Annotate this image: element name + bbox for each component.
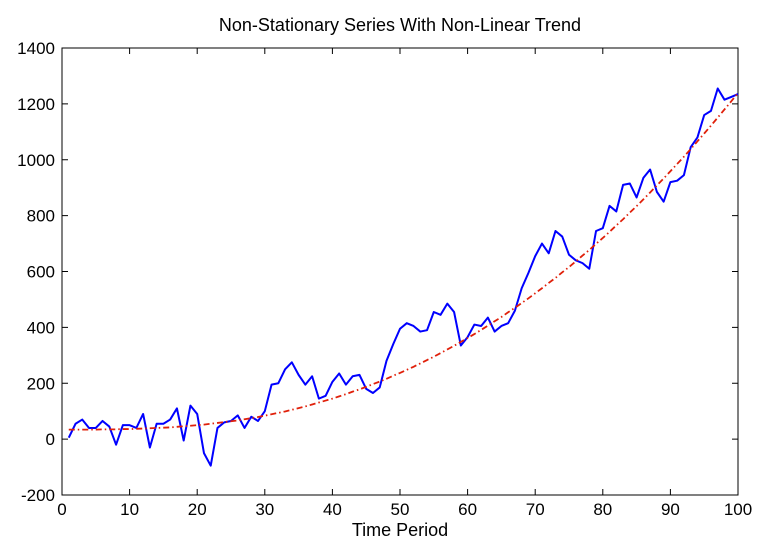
x-tick-label: 20 — [188, 500, 207, 519]
y-tick-label: 400 — [27, 318, 55, 337]
x-tick-label: 0 — [57, 500, 66, 519]
y-tick-label: -200 — [21, 486, 55, 505]
y-tick-label: 1000 — [17, 151, 55, 170]
y-tick-label: 1400 — [17, 39, 55, 58]
x-tick-label: 40 — [323, 500, 342, 519]
x-tick-label: 30 — [255, 500, 274, 519]
y-tick-label: 200 — [27, 374, 55, 393]
x-tick-label: 100 — [724, 500, 752, 519]
x-tick-label: 50 — [391, 500, 410, 519]
y-tick-label: 0 — [46, 430, 55, 449]
y-tick-label: 1200 — [17, 95, 55, 114]
x-tick-label: 60 — [458, 500, 477, 519]
x-tick-label: 90 — [661, 500, 680, 519]
x-axis-label: Time Period — [352, 520, 448, 540]
plot-area: 0 10 20 30 40 50 60 70 80 90 100-20002004006008001… — [17, 39, 752, 519]
series-line-observed — [67, 87, 739, 467]
series-line-trend — [68, 92, 739, 431]
x-tick-label: 80 — [593, 500, 612, 519]
y-tick-label: 800 — [27, 207, 55, 226]
x-tick-label: 70 — [526, 500, 545, 519]
chart-title: Non-Stationary Series With Non-Linear Tr… — [219, 15, 581, 35]
x-tick-label: 10 — [120, 500, 139, 519]
y-tick-label: 600 — [27, 263, 55, 282]
